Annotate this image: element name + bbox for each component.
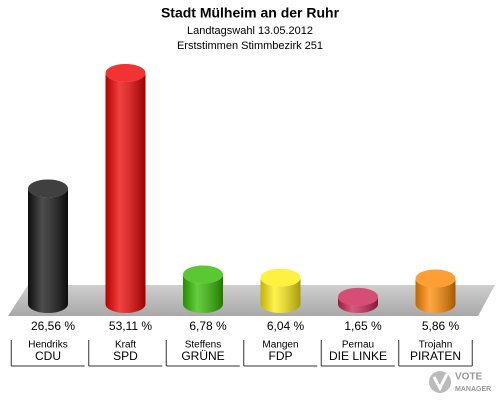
bar-top-shine [260, 268, 301, 287]
bar-top-shine [183, 265, 223, 284]
value-label: 1,65 % [344, 319, 382, 333]
logo-check [432, 373, 449, 392]
bar-top-shine [28, 179, 68, 198]
candidate-label: Mangen [262, 340, 298, 351]
bar-top [105, 63, 146, 82]
bar-top [183, 265, 223, 284]
bar-shade [28, 188, 68, 313]
candidate-label: Trojahn [419, 340, 453, 351]
bar-shade [183, 274, 223, 313]
candidate-label: Pernau [342, 340, 374, 351]
logo-text: VOTE [455, 372, 483, 383]
bar-top-shine [415, 269, 456, 288]
value-label: 6,04 % [267, 319, 305, 333]
candidate-label: Kraft [115, 340, 136, 351]
bar-top [338, 287, 378, 306]
value-label: 53,11 % [109, 319, 152, 333]
value-label: 5,86 % [422, 319, 460, 333]
party-label: DIE LINKE [329, 349, 387, 363]
bar-shade [105, 72, 146, 313]
bar-top-shine [105, 63, 146, 82]
party-label: FDP [269, 349, 293, 363]
value-label: 26,56 % [31, 319, 75, 333]
candidate-label: Hendriks [28, 340, 67, 351]
bar-top [415, 269, 456, 288]
party-label: GRÜNE [181, 349, 224, 363]
chart-subtitle: Landtagswahl 13.05.2012 [187, 25, 313, 37]
bar-shade [260, 277, 301, 313]
value-label: 6,78 % [189, 319, 227, 333]
bar-top-shine [338, 287, 378, 306]
bar-shade [338, 296, 378, 313]
party-label: SPD [113, 349, 138, 363]
bar-shade [415, 278, 456, 313]
chart-title: Stadt Mülheim an der Ruhr [161, 5, 340, 21]
logo-text: MANAGER [455, 386, 491, 393]
bar-top [28, 179, 68, 198]
party-label: CDU [35, 349, 61, 363]
logo: VOTE MANAGER [429, 371, 491, 393]
candidate-label: Steffens [185, 340, 222, 351]
party-label: PIRATEN [410, 349, 461, 363]
bar-top [260, 268, 301, 287]
chart-subtitle: Erststimmen Stimmbezirk 251 [177, 40, 323, 52]
